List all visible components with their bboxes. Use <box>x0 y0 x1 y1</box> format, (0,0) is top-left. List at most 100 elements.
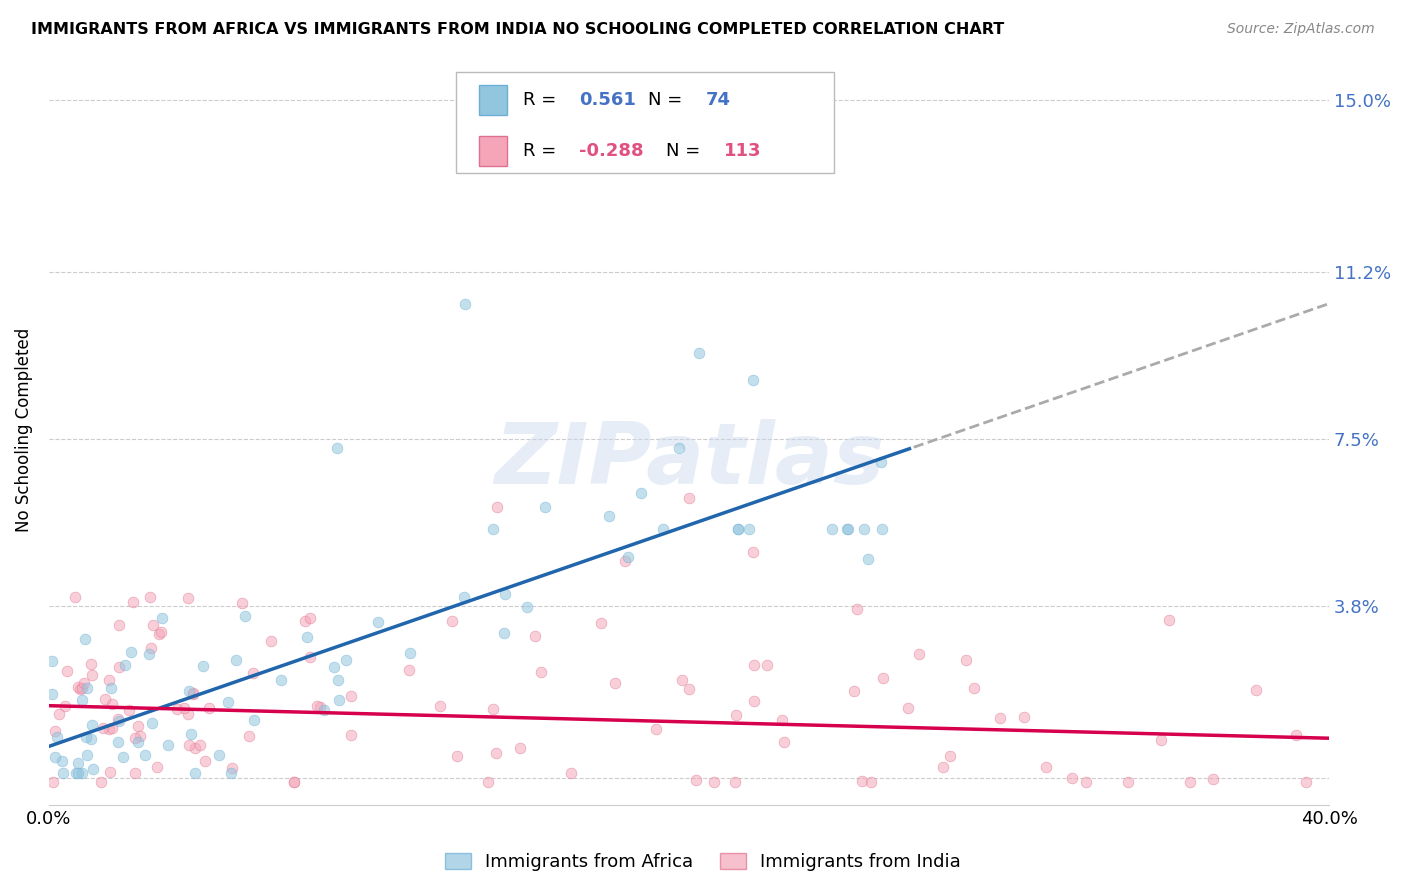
Text: -0.288: -0.288 <box>579 142 644 161</box>
Point <box>678 682 700 697</box>
Point <box>963 681 986 695</box>
Point <box>157 738 180 752</box>
Point <box>53 699 76 714</box>
Point <box>66 756 89 770</box>
Point <box>225 653 247 667</box>
Point <box>603 675 626 690</box>
Point <box>485 747 508 761</box>
Point <box>260 634 283 648</box>
Point <box>242 666 264 681</box>
Point <box>82 762 104 776</box>
Point <box>630 486 652 500</box>
Point <box>108 660 131 674</box>
Point <box>523 629 546 643</box>
Point <box>90 775 112 789</box>
Point <box>183 766 205 780</box>
Point <box>66 681 89 695</box>
Point <box>308 700 330 714</box>
Point <box>870 455 893 469</box>
Point <box>668 441 690 455</box>
Point <box>294 614 316 628</box>
Point <box>837 523 859 537</box>
Point <box>908 647 931 661</box>
Point <box>221 761 243 775</box>
Point <box>128 729 150 743</box>
Point <box>177 738 200 752</box>
Point <box>219 766 242 780</box>
Point <box>429 699 451 714</box>
Point <box>858 552 880 566</box>
Point <box>477 775 499 789</box>
Point <box>94 692 117 706</box>
Point <box>51 754 73 768</box>
Point <box>727 523 749 537</box>
Point <box>149 624 172 639</box>
Point <box>101 698 124 712</box>
Point <box>44 723 66 738</box>
Point <box>323 660 346 674</box>
Point <box>181 687 204 701</box>
Point <box>188 738 211 752</box>
Point <box>166 702 188 716</box>
Point <box>177 684 200 698</box>
Point <box>1074 775 1097 789</box>
Point <box>482 523 505 537</box>
Point <box>73 676 96 690</box>
Point <box>821 523 844 537</box>
Point <box>727 523 749 537</box>
Point <box>645 722 668 736</box>
Point <box>1150 733 1173 747</box>
Text: ZIPatlas: ZIPatlas <box>494 418 884 501</box>
Point <box>118 703 141 717</box>
Text: R =: R = <box>523 142 561 161</box>
Point <box>1246 683 1268 698</box>
Point <box>453 590 475 604</box>
Point <box>76 748 98 763</box>
Text: 74: 74 <box>706 91 731 109</box>
Point <box>328 693 350 707</box>
Point <box>297 630 319 644</box>
Point <box>1060 772 1083 786</box>
Point <box>938 749 960 764</box>
Point <box>80 668 103 682</box>
Point <box>340 689 363 703</box>
Point <box>42 775 65 789</box>
Point <box>148 626 170 640</box>
Point <box>560 766 582 780</box>
Point <box>441 614 464 628</box>
Point <box>108 618 131 632</box>
Point <box>41 654 63 668</box>
Point <box>723 775 745 789</box>
Point <box>70 766 93 780</box>
Text: 113: 113 <box>724 142 761 161</box>
Point <box>1116 775 1139 789</box>
Point <box>56 664 79 678</box>
Point <box>1202 772 1225 786</box>
Point <box>534 500 557 514</box>
Point <box>314 703 336 717</box>
Point <box>75 730 97 744</box>
Point <box>242 713 264 727</box>
Point <box>67 766 90 780</box>
Point <box>685 773 707 788</box>
Point <box>340 728 363 742</box>
Point <box>41 688 63 702</box>
Point <box>446 749 468 764</box>
Point <box>738 523 761 537</box>
Point <box>398 663 420 677</box>
Point <box>124 731 146 745</box>
Point <box>44 750 66 764</box>
Point <box>235 609 257 624</box>
Point <box>101 721 124 735</box>
Point <box>176 706 198 721</box>
Point <box>485 500 508 514</box>
Point <box>842 684 865 698</box>
Point <box>283 775 305 789</box>
Point <box>120 645 142 659</box>
Point <box>52 766 75 780</box>
Point <box>703 775 725 789</box>
Point <box>530 665 553 680</box>
Point <box>335 652 357 666</box>
Point <box>671 673 693 687</box>
Point <box>98 764 121 779</box>
